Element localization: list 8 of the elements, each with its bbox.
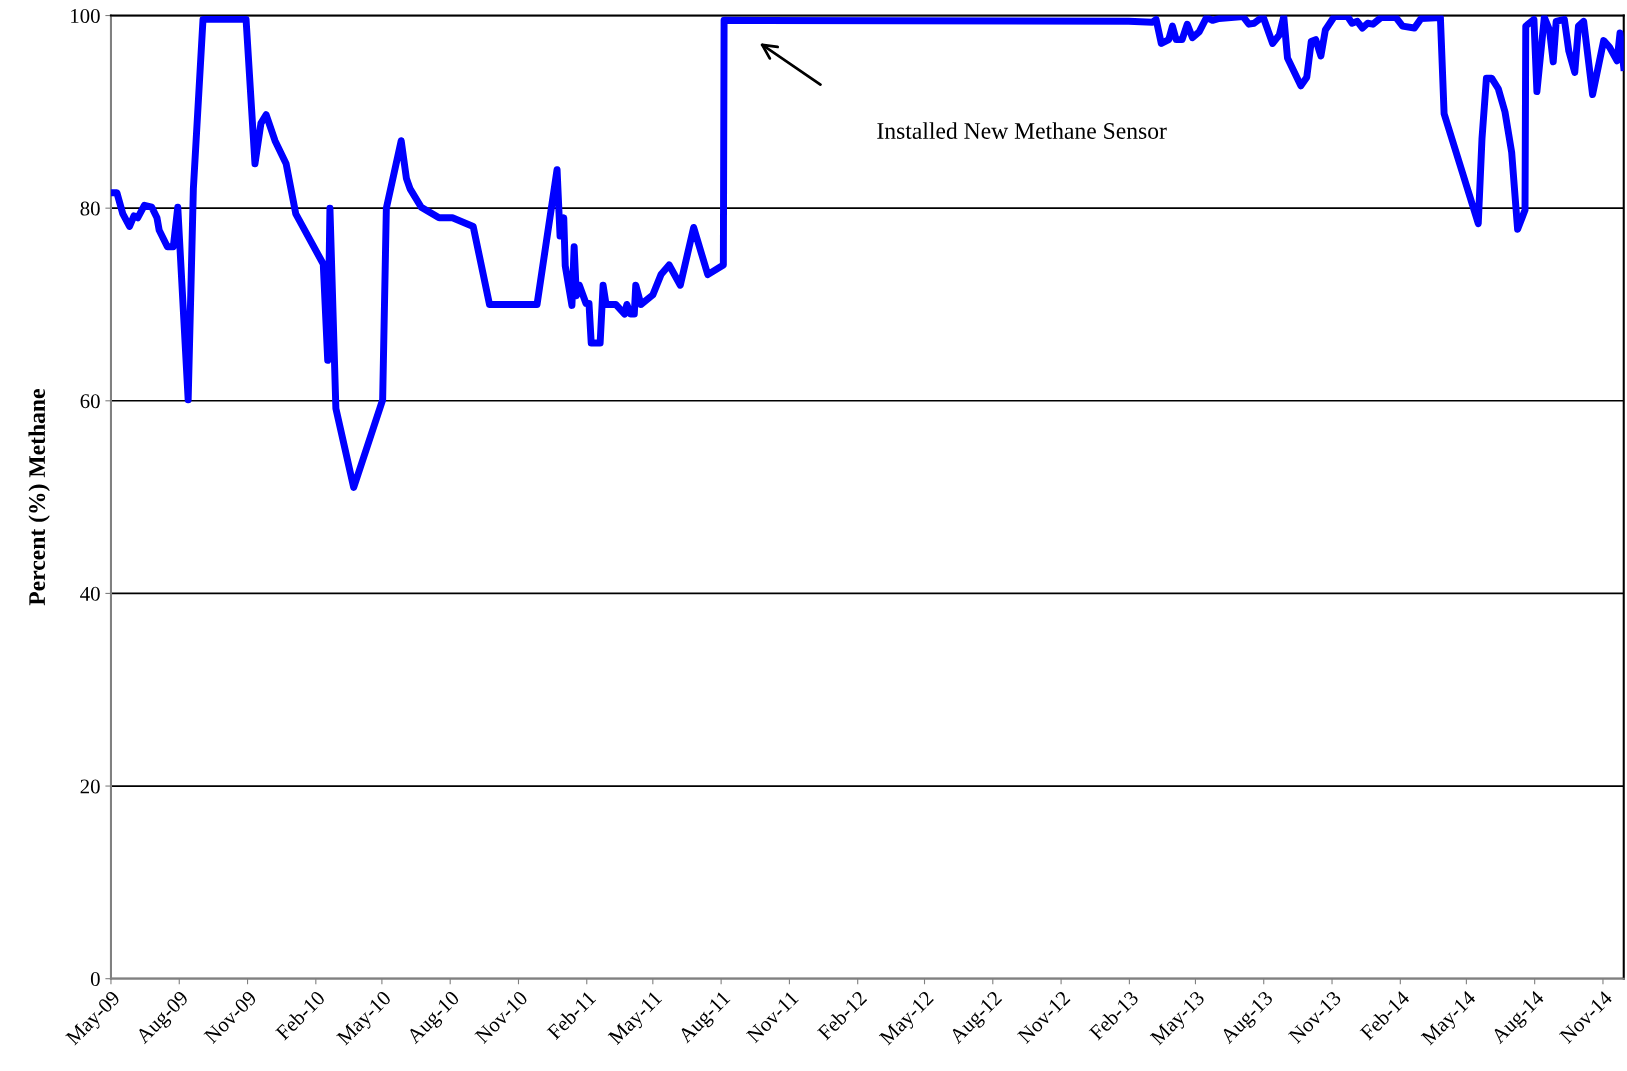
annotation: Installed New Methane Sensor — [877, 122, 1167, 139]
y-tick-label: 0 — [90, 972, 100, 987]
y-tick-label: 60 — [80, 394, 100, 409]
y-tick-label: 100 — [71, 8, 100, 23]
y-tick-label: 20 — [80, 779, 100, 794]
y-tick-label: 40 — [80, 586, 100, 601]
y-tick-label: 80 — [80, 201, 100, 216]
y-axis-title: Percent (%) Methane — [28, 389, 50, 606]
